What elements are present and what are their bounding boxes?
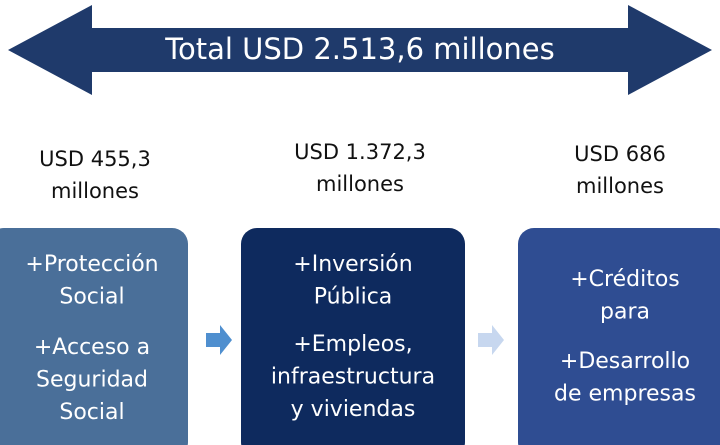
item-line: +Inversión — [293, 252, 412, 277]
box-1 — [0, 228, 188, 445]
box-3 — [518, 228, 720, 445]
amount-line: USD 686 — [574, 142, 666, 166]
item-line: y viviendas — [291, 397, 416, 422]
item-line: +Protección — [25, 252, 158, 277]
item-line: infraestructura — [271, 365, 435, 390]
amount-line: millones — [576, 174, 664, 198]
amount-line: USD 1.372,3 — [294, 140, 426, 164]
item-line: de empresas — [554, 382, 696, 407]
small-arrow — [478, 325, 504, 355]
box-2 — [241, 228, 465, 445]
item-line: para — [600, 300, 650, 325]
item-line: Seguridad — [36, 368, 148, 393]
item-line: +Desarrollo — [560, 349, 690, 374]
item-line: +Empleos, — [293, 332, 412, 357]
item-line: Social — [59, 400, 124, 425]
amount-line: USD 455,3 — [39, 147, 151, 171]
amount-line: millones — [316, 172, 404, 196]
double-arrow — [8, 5, 712, 95]
amount-line: millones — [51, 179, 139, 203]
item-line: Social — [59, 285, 124, 310]
item-line: +Acceso a — [34, 335, 150, 360]
total-label: Total USD 2.513,6 millones — [164, 32, 555, 66]
small-arrow — [206, 325, 232, 355]
item-line: Pública — [314, 285, 393, 310]
item-line: +Créditos — [570, 267, 680, 292]
